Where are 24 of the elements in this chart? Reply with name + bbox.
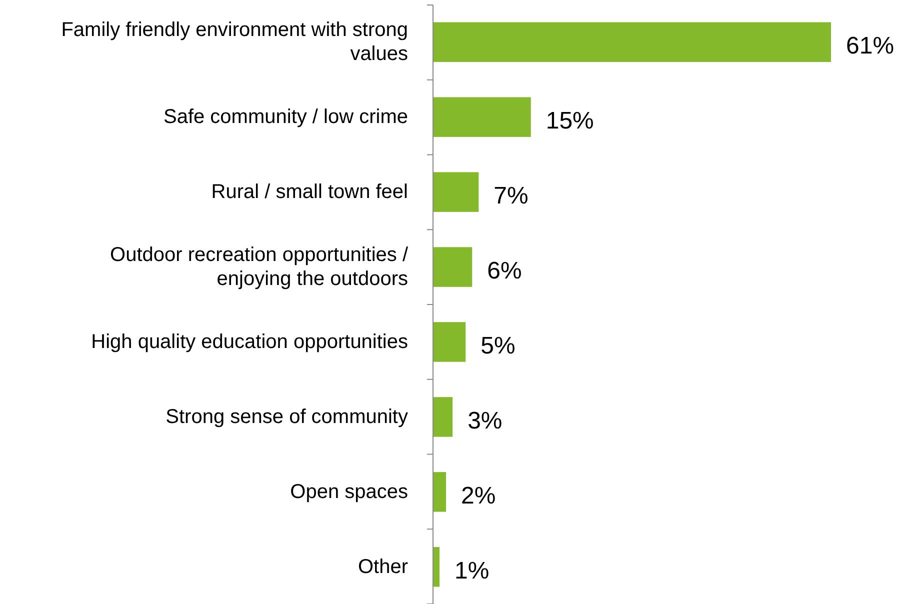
y-tick-label: Open spaces (290, 480, 408, 503)
y-tick-label: Strong sense of community (166, 406, 408, 428)
data-label: 61% (846, 32, 894, 60)
bar (433, 22, 831, 62)
data-label: 1% (454, 557, 490, 584)
data-label: 3% (468, 407, 502, 434)
y-tick-label: Outdoor recreation opportunities / enjoying the outdoors (110, 244, 408, 290)
bar (433, 547, 440, 587)
data-label: 6% (487, 258, 522, 285)
y-tick-label: Family friendly environment with strong values (61, 19, 408, 66)
y-tick-label: Safe community / low crime (163, 106, 408, 128)
y-tick-label: Rural / small town feel (211, 181, 408, 204)
bar (433, 247, 472, 287)
bar (433, 397, 453, 437)
data-label: 15% (546, 108, 594, 135)
y-tick-label: High quality education opportunities (91, 330, 408, 353)
bar (433, 472, 446, 512)
data-label: 5% (480, 332, 516, 360)
data-label: 2% (461, 482, 496, 510)
bar (433, 97, 531, 137)
data-label: 7% (494, 182, 528, 210)
bar (433, 172, 479, 212)
y-tick-label: Other (358, 556, 408, 578)
bar (433, 322, 466, 362)
